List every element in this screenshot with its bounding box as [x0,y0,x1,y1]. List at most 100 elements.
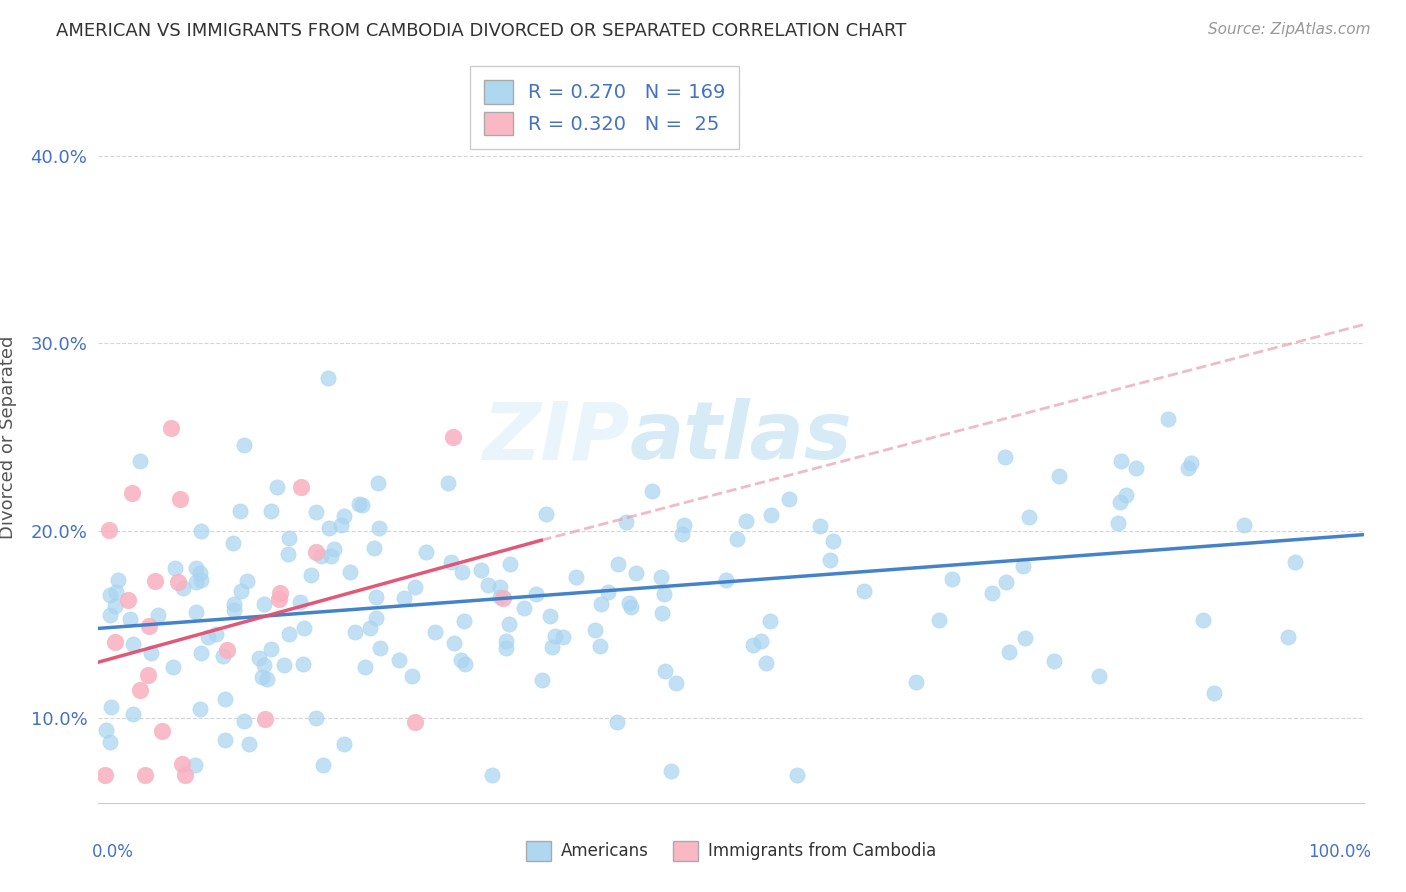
Point [761,508,783,523]
Point [513,600,536,615]
Point [818,552,841,566]
Text: Source: ZipAtlas.com: Source: ZipAtlas.com [1208,22,1371,37]
Point [267,592,290,607]
Point [266,480,288,494]
Text: AMERICAN VS IMMIGRANTS FROM CAMBODIA DIVORCED OR SEPARATED CORRELATION CHART: AMERICAN VS IMMIGRANTS FROM CAMBODIA DIV… [56,22,907,40]
Point [905,675,928,690]
Text: 100.0%: 100.0% [1308,843,1371,861]
Point [344,625,367,640]
Point [742,638,765,652]
Point [492,591,515,605]
Point [172,757,194,772]
Point [995,574,1018,589]
Point [183,758,205,772]
Point [333,508,356,523]
Point [589,640,612,654]
Point [928,614,950,628]
Point [260,504,283,518]
Point [620,600,643,615]
Point [437,476,460,491]
Point [188,702,211,716]
Point [499,557,522,571]
Point [1047,469,1070,483]
Point [139,646,162,660]
Point [98,607,121,622]
Point [1088,669,1111,683]
Point [534,507,557,521]
Point [388,653,411,667]
Point [941,572,963,586]
Point [363,541,385,555]
Point [292,621,315,635]
Point [148,607,170,622]
Point [205,627,228,641]
Point [339,566,361,580]
Point [256,672,278,686]
Point [312,757,335,772]
Point [253,657,276,672]
Point [823,533,845,548]
Point [104,599,127,613]
Point [121,486,143,500]
Point [1157,411,1180,425]
Point [305,545,328,559]
Point [1043,654,1066,668]
Point [278,531,301,545]
Point [624,566,647,581]
Point [619,596,641,610]
Point [489,580,512,594]
Point [640,483,662,498]
Point [118,612,141,626]
Point [122,637,145,651]
Point [145,574,167,589]
Point [367,476,389,491]
Point [565,570,588,584]
Point [190,524,212,539]
Point [138,619,160,633]
Point [404,715,426,730]
Point [232,714,254,729]
Point [318,521,340,535]
Point [606,714,628,729]
Point [299,568,322,582]
Point [163,561,186,575]
Point [104,635,127,649]
Point [671,527,693,541]
Point [250,670,273,684]
Point [197,630,219,644]
Point [401,669,423,683]
Point [134,767,156,781]
Point [229,583,252,598]
Point [650,570,672,584]
Point [184,574,207,589]
Point [364,590,387,604]
Point [222,535,245,549]
Point [1011,558,1033,573]
Point [392,591,415,605]
Point [100,700,122,714]
Point [1014,631,1036,645]
Point [253,597,276,611]
Point [332,737,354,751]
Point [470,563,492,577]
Point [169,491,191,506]
Legend: Americans, Immigrants from Cambodia: Americans, Immigrants from Cambodia [519,834,943,868]
Point [290,595,312,609]
Point [128,454,150,468]
Point [454,657,477,671]
Point [1192,613,1215,627]
Point [190,646,212,660]
Point [322,541,344,556]
Point [318,371,340,385]
Point [443,635,465,649]
Point [404,580,426,594]
Point [1277,630,1299,644]
Point [1125,461,1147,475]
Point [269,586,291,600]
Point [174,767,197,781]
Point [1180,456,1202,470]
Point [538,608,561,623]
Point [759,614,782,628]
Point [107,573,129,587]
Point [359,621,381,635]
